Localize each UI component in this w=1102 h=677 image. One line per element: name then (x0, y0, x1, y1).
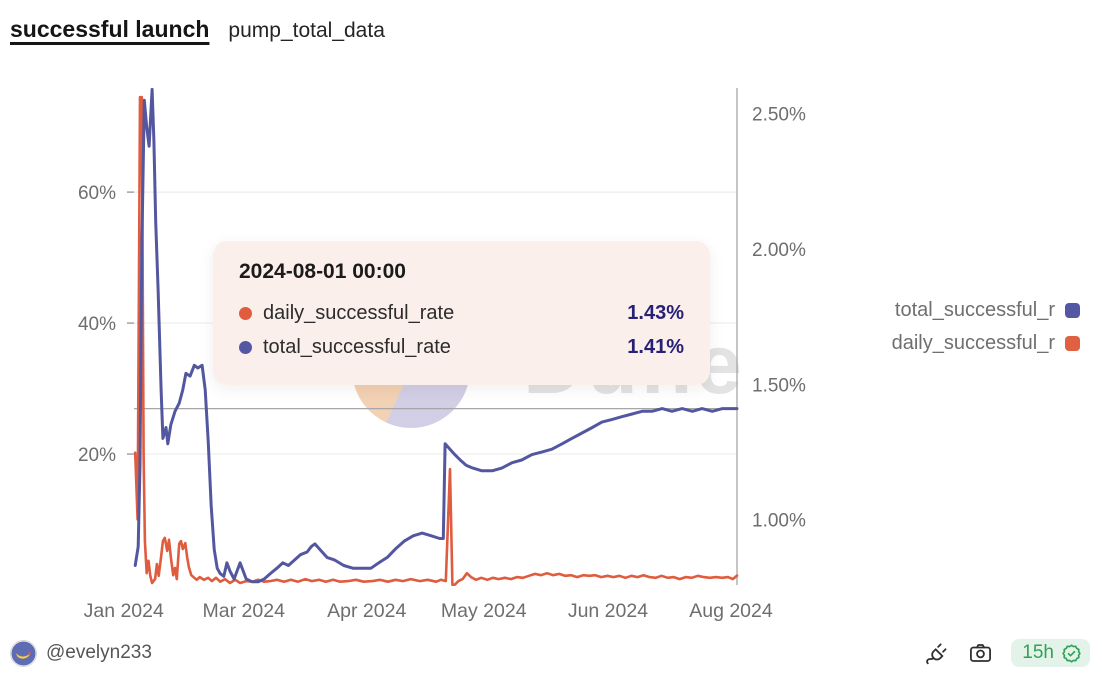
chart-header: successful launch pump_total_data (10, 16, 385, 43)
total-series-dot (239, 340, 252, 354)
x-axis-label: Mar 2024 (203, 600, 286, 622)
plug-icon[interactable] (923, 640, 949, 666)
tooltip-series-label: daily_successful_rate (263, 301, 455, 324)
cache-age-text: 15h (1022, 642, 1054, 663)
query-name: pump_total_data (228, 19, 385, 42)
x-axis-label: Aug 2024 (689, 600, 773, 622)
left-axis-label: 20% (78, 445, 116, 466)
camera-icon[interactable] (967, 640, 993, 666)
legend-label: total_successful_r (894, 299, 1055, 321)
right-axis-label: 2.50% (752, 105, 806, 126)
series-line-daily_successful_rate[interactable] (133, 95, 739, 587)
right-axis-label: 1.50% (752, 375, 806, 396)
x-axis-label: Apr 2024 (327, 600, 406, 622)
seal-check-icon (1062, 643, 1081, 663)
tooltip-row-daily: daily_successful_rate 1.43% (239, 296, 684, 330)
footer-actions: 15h (923, 639, 1090, 667)
legend-swatch-total (1065, 303, 1080, 318)
tooltip-date: 2024-08-01 00:00 (239, 260, 406, 283)
left-axis-label: 40% (78, 314, 116, 335)
chart-title-link[interactable]: successful launch (10, 16, 210, 42)
card-footer: @evelyn233 15h (10, 635, 1090, 671)
cache-age-badge[interactable]: 15h (1011, 639, 1090, 667)
x-axis-label: Jun 2024 (568, 600, 648, 622)
left-axis-label: 60% (78, 183, 116, 204)
legend-item-daily[interactable]: daily_successful_r (892, 332, 1080, 355)
x-axis-label: Jan 2024 (84, 600, 164, 622)
legend-label: daily_successful_r (891, 332, 1055, 354)
tooltip-series-value: 1.41% (627, 335, 684, 358)
tooltip-series-value: 1.43% (627, 301, 684, 324)
chart-tooltip: 2024-08-01 00:00 daily_successful_rate 1… (213, 241, 710, 385)
series-line-total_successful_rate[interactable] (133, 87, 739, 584)
right-axis-label: 2.00% (752, 240, 806, 261)
x-axis-label: May 2024 (441, 600, 527, 622)
tooltip-series-label: total_successful_rate (263, 335, 451, 358)
avatar[interactable] (10, 639, 37, 667)
chart-legend: total_successful_r daily_successful_r (892, 299, 1080, 355)
legend-item-total[interactable]: total_successful_r (895, 299, 1080, 322)
tooltip-row-total: total_successful_rate 1.41% (239, 330, 684, 364)
author[interactable]: @evelyn233 (10, 639, 152, 667)
daily-series-dot (239, 306, 252, 320)
legend-swatch-daily (1065, 336, 1080, 351)
right-axis-label: 1.00% (752, 511, 806, 532)
author-handle: @evelyn233 (46, 642, 152, 663)
